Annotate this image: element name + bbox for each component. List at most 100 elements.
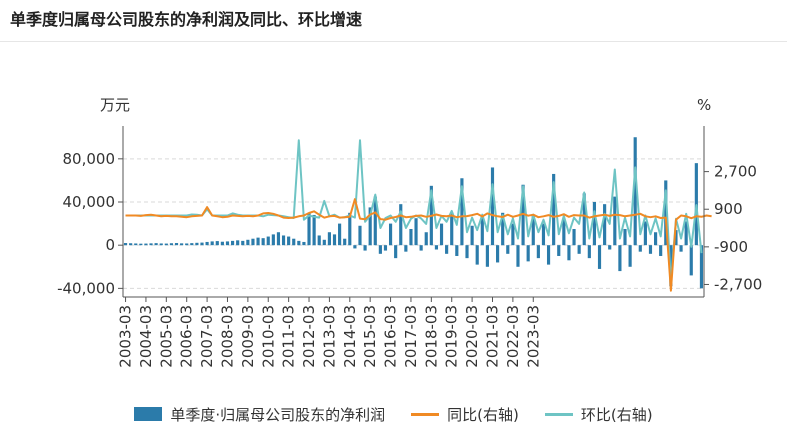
bar — [343, 238, 347, 246]
bar — [628, 245, 632, 267]
legend-swatch-qoq — [544, 412, 573, 416]
x-tick-label: 2009-03 — [239, 305, 257, 368]
x-tick-label: 2007-03 — [198, 305, 216, 368]
bar — [455, 245, 459, 256]
bar — [215, 241, 219, 246]
left-tick-label: 80,000 — [63, 150, 116, 168]
bar — [684, 221, 688, 246]
bar — [643, 221, 647, 246]
left-axis-unit: 万元 — [100, 96, 130, 114]
x-tick-label: 2016-03 — [382, 305, 400, 368]
bar — [174, 243, 179, 246]
legend: 单季度·归属母公司股东的净利润 同比(右轴) 环比(右轴) — [0, 402, 787, 426]
bar — [577, 245, 581, 254]
bar — [144, 243, 148, 246]
bar — [414, 218, 418, 246]
legend-swatch-bar — [134, 407, 163, 421]
bar-series — [123, 137, 704, 289]
bar — [603, 204, 607, 246]
bar — [358, 225, 362, 246]
x-tick-label: 2023-03 — [524, 305, 542, 368]
bar — [618, 245, 622, 272]
x-tick-label: 2010-03 — [259, 305, 277, 368]
bar — [307, 212, 311, 246]
x-tick-label: 2003-03 — [117, 305, 135, 368]
bar — [261, 238, 265, 246]
bar — [210, 241, 214, 246]
bar — [501, 212, 505, 246]
legend-label-qoq: 环比(右轴) — [580, 405, 653, 424]
bar — [648, 245, 653, 254]
legend-item-yoy[interactable]: 同比(右轴) — [411, 404, 519, 425]
bar — [332, 234, 337, 246]
bar — [302, 241, 306, 246]
bar — [480, 218, 484, 246]
bar — [439, 223, 444, 246]
bar — [608, 245, 612, 250]
bar — [123, 243, 128, 246]
bar — [200, 242, 204, 246]
right-tick-label: -900 — [714, 238, 748, 256]
x-tick-label: 2018-03 — [422, 305, 440, 368]
bar — [490, 167, 495, 246]
bar — [271, 234, 275, 246]
bar — [674, 230, 678, 246]
bar — [373, 196, 377, 246]
bar — [164, 243, 168, 246]
bar — [654, 232, 658, 246]
x-tick-label: 2005-03 — [157, 305, 175, 368]
bar — [475, 245, 479, 265]
bar — [465, 245, 469, 259]
bar — [434, 245, 439, 250]
bar — [266, 236, 270, 246]
right-tick-label: 2,700 — [714, 163, 757, 181]
bar — [281, 235, 286, 246]
bar — [251, 238, 255, 246]
bar — [526, 245, 530, 262]
bar — [225, 241, 230, 246]
bar — [567, 245, 571, 261]
right-tick-label: -2,700 — [714, 275, 762, 293]
x-tick-label: 2004-03 — [137, 305, 155, 368]
legend-item-bar[interactable]: 单季度·归属母公司股东的净利润 — [134, 404, 385, 425]
bar — [276, 232, 281, 246]
bar — [557, 245, 561, 256]
bar — [445, 245, 449, 254]
bar — [623, 228, 627, 246]
bar — [195, 242, 199, 246]
bar — [129, 243, 133, 246]
bar — [317, 235, 321, 246]
x-tick-label: 2021-03 — [483, 305, 501, 368]
bar — [633, 137, 637, 246]
left-tick-label: 0 — [105, 236, 115, 254]
bar — [552, 173, 556, 246]
bar — [353, 245, 357, 249]
bar — [236, 240, 240, 246]
bar — [220, 241, 224, 246]
bar — [516, 245, 520, 267]
bar — [256, 237, 260, 246]
legend-item-qoq[interactable]: 环比(右轴) — [544, 404, 653, 425]
bar — [246, 239, 250, 246]
chart-svg: 80,000 40,000 0 -40,000 2,700 900 -900 -2,700 20… — [57, 96, 762, 368]
bar — [485, 245, 489, 267]
legend-label-yoy: 同比(右轴) — [447, 405, 519, 424]
x-tick-label: 2006-03 — [178, 305, 196, 368]
bar — [409, 228, 413, 246]
bar — [180, 243, 184, 246]
bar — [205, 241, 209, 246]
bar — [287, 236, 291, 246]
bar — [139, 243, 143, 246]
title-divider — [0, 41, 787, 42]
bar — [419, 245, 423, 251]
right-tick-label: 900 — [714, 200, 743, 218]
bar — [327, 232, 331, 246]
bar — [613, 196, 617, 246]
bar — [394, 245, 398, 259]
x-tick-label: 2019-03 — [443, 305, 461, 368]
x-tick-label: 2022-03 — [504, 305, 522, 368]
bar — [169, 243, 173, 246]
bar — [424, 232, 428, 246]
line-series — [125, 139, 712, 292]
bar — [679, 245, 683, 252]
